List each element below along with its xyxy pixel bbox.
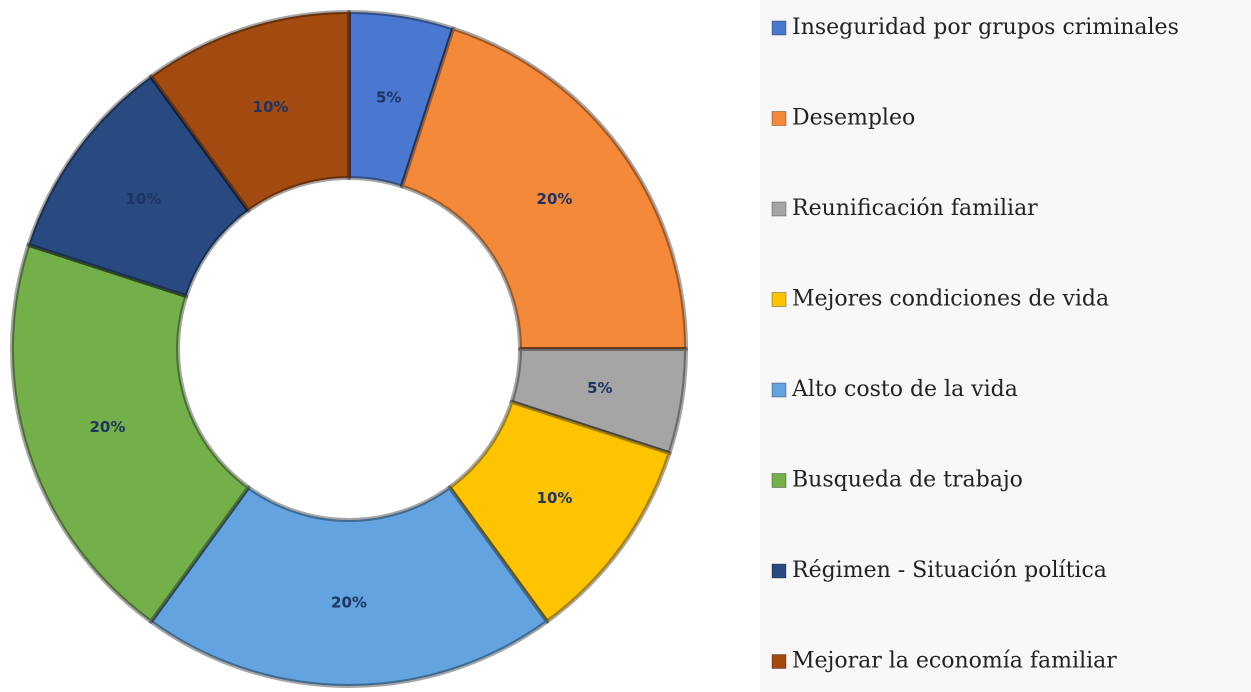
legend-background	[760, 0, 1251, 692]
donut-slice	[447, 399, 672, 624]
legend-label: Régimen - Situación política	[792, 558, 1107, 583]
donut-slice	[26, 74, 251, 299]
donut-slice	[148, 10, 351, 213]
data-label: 20%	[331, 594, 367, 612]
donut-slice	[148, 485, 550, 689]
data-label: 20%	[537, 190, 573, 208]
legend-label: Reunificación familiar	[792, 196, 1038, 221]
legend-label: Busqueda de trabajo	[792, 468, 1023, 493]
donut-slice	[399, 26, 688, 351]
data-label: 10%	[253, 98, 289, 116]
legend-label: Mejores condiciones de vida	[792, 287, 1109, 312]
data-label: 10%	[537, 489, 573, 507]
legend-swatch	[771, 292, 787, 307]
data-label: 20%	[89, 418, 125, 436]
legend-label: Desempleo	[792, 106, 915, 131]
legend-swatch	[771, 201, 787, 217]
legend-swatch	[771, 382, 787, 398]
data-label: 5%	[587, 379, 612, 397]
legend-swatch	[771, 473, 787, 488]
legend-label: Inseguridad por grupos criminales	[792, 15, 1179, 40]
donut-slice	[10, 242, 251, 624]
data-label: 10%	[126, 190, 162, 208]
legend-swatch	[771, 111, 787, 126]
legend-label: Mejorar la economía familiar	[792, 649, 1117, 674]
data-label: 5%	[376, 89, 401, 107]
legend-label: Alto costo de la vida	[791, 377, 1018, 402]
legend-swatch	[771, 20, 787, 36]
legend-swatch	[771, 563, 787, 579]
legend-swatch	[771, 654, 787, 669]
